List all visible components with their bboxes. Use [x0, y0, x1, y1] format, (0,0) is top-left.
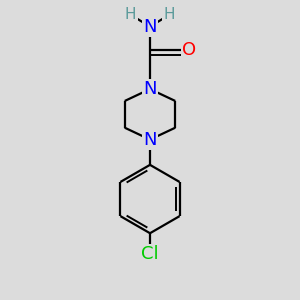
Text: Cl: Cl — [141, 245, 159, 263]
Text: H: H — [164, 7, 175, 22]
Text: N: N — [143, 130, 157, 148]
Text: N: N — [143, 80, 157, 98]
Text: N: N — [143, 18, 157, 36]
Text: H: H — [125, 7, 136, 22]
Text: O: O — [182, 41, 196, 59]
